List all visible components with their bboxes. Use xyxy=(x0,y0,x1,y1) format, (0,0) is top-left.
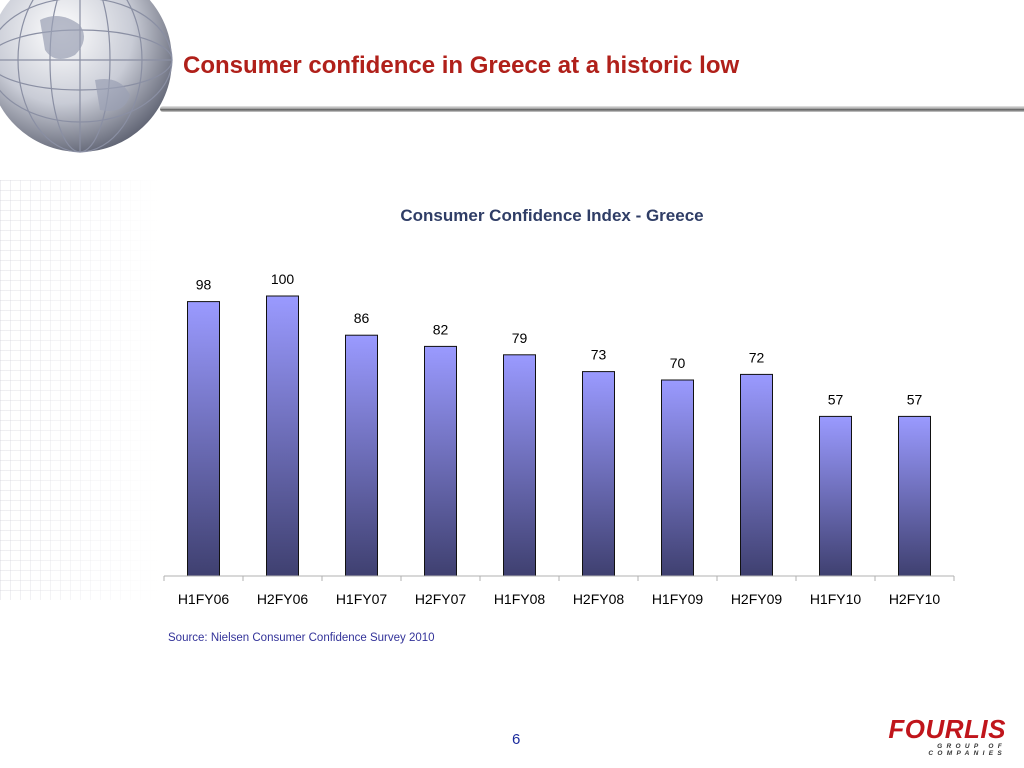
data-label: 86 xyxy=(354,310,370,326)
bar-H2FY07 xyxy=(424,345,457,577)
data-label: 100 xyxy=(271,271,295,287)
x-tick-label: H2FY07 xyxy=(415,591,467,607)
header-rule xyxy=(160,106,1024,112)
x-tick-label: H1FY07 xyxy=(336,591,388,607)
bar-H2FY06 xyxy=(266,295,299,577)
bar-H1FY06 xyxy=(187,301,220,577)
bar-H1FY09 xyxy=(661,379,694,577)
logo-tagline: GROUP OF COMPANIES xyxy=(928,743,1006,757)
x-tick-label: H2FY06 xyxy=(257,591,309,607)
bar-H2FY08 xyxy=(582,371,615,577)
data-label: 98 xyxy=(196,277,212,293)
bar-H2FY10 xyxy=(898,415,931,577)
page-title: Consumer confidence in Greece at a histo… xyxy=(183,52,740,79)
bar-H1FY07 xyxy=(345,334,378,577)
x-tick-label: H1FY10 xyxy=(810,591,862,607)
data-label: 79 xyxy=(512,330,528,346)
x-axis: H1FY06 H2FY06 H1FY07 H2FY07 H1FY08 H2FY08 H1FY… xyxy=(163,575,955,607)
x-tick-label: H2FY10 xyxy=(889,591,941,607)
x-tick-label: H1FY06 xyxy=(178,591,230,607)
data-label: 57 xyxy=(907,391,923,407)
page-number: 6 xyxy=(512,731,521,748)
data-label: 72 xyxy=(749,349,765,365)
data-label: 57 xyxy=(828,391,844,407)
bars-group xyxy=(187,295,931,577)
bar-H1FY08 xyxy=(503,354,536,577)
bar-H2FY09 xyxy=(740,373,773,577)
data-labels-group: 98 100 86 82 79 73 70 72 57 57 xyxy=(196,271,923,407)
data-label: 73 xyxy=(591,347,607,363)
data-label: 82 xyxy=(433,321,449,337)
x-tick-label: H1FY08 xyxy=(494,591,546,607)
grid-background xyxy=(0,180,160,600)
source-note: Source: Nielsen Consumer Confidence Surv… xyxy=(168,632,435,644)
data-label: 70 xyxy=(670,355,686,371)
bar-H1FY10 xyxy=(819,415,852,577)
x-tick-label: H2FY09 xyxy=(731,591,783,607)
company-logo: FOURLIS GROUP OF COMPANIES xyxy=(866,716,1006,757)
x-tick-label: H2FY08 xyxy=(573,591,625,607)
x-tick-label: H1FY09 xyxy=(652,591,704,607)
chart-title: Consumer Confidence Index - Greece xyxy=(400,206,704,225)
globe-logo xyxy=(0,0,180,160)
logo-wordmark: FOURLIS xyxy=(888,714,1006,744)
